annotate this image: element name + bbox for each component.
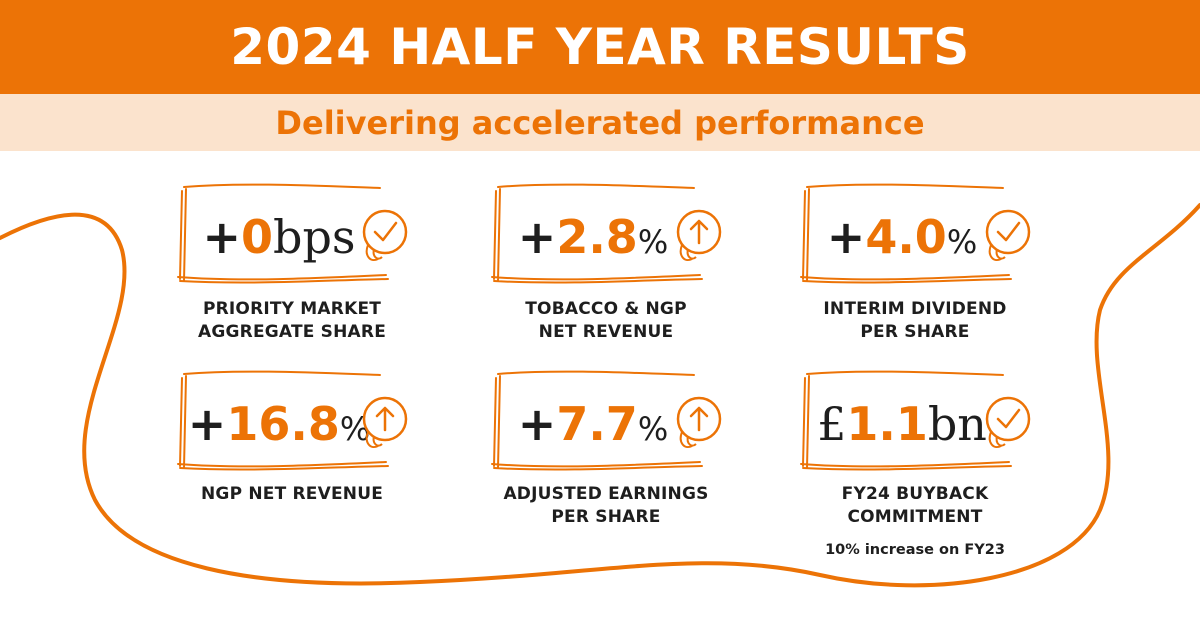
arrow-up-icon (676, 209, 722, 261)
sketch-frame (177, 370, 389, 471)
metric-label: FY24 BUYBACK COMMITMENT (841, 484, 989, 527)
metric-label: ADJUSTED EARNINGS PER SHARE (503, 484, 709, 527)
header-banner: 2024 HALF YEAR RESULTS (0, 0, 1200, 94)
metric-value: + 0 bps (202, 210, 356, 264)
check-icon (985, 396, 1031, 448)
metric-label: TOBACCO & NGP NET REVENUE (525, 299, 687, 342)
metric-card-adjusted-eps: + 7.7 % ADJUSTED EARNINGS PER SHARE (486, 370, 726, 550)
metric-note: 10% increase on FY23 (825, 542, 1005, 558)
page-subtitle: Delivering accelerated performance (275, 103, 925, 142)
metric-value: + 2.8 % (517, 210, 669, 264)
subheader-banner: Delivering accelerated performance (0, 94, 1200, 151)
metric-card-tobacco-ngp-revenue: + 2.8 % TOBACCO & NGP NET REVENUE (486, 183, 726, 363)
metric-card-buyback: £ 1.1 bn FY24 BUYBACK COMMITMENT 10% inc… (795, 370, 1035, 558)
metric-label: PRIORITY MARKET AGGREGATE SHARE (197, 299, 387, 342)
metric-label: NGP NET REVENUE (200, 484, 384, 504)
sketch-frame (177, 183, 389, 284)
sketch-frame (491, 370, 703, 471)
metric-value: £ 1.1 bn (817, 397, 987, 451)
check-icon (362, 209, 408, 261)
metric-card-priority-market-share: + 0 bps PRIORITY MARKET AGGREGATE SHARE (172, 183, 412, 363)
metric-value: + 16.8 % (187, 397, 371, 451)
arrow-up-icon (362, 396, 408, 448)
metric-value: + 7.7 % (517, 397, 669, 451)
check-icon (985, 209, 1031, 261)
metric-label: INTERIM DIVIDEND PER SHARE (823, 299, 1007, 342)
metric-card-interim-dividend: + 4.0 % INTERIM DIVIDEND PER SHARE (795, 183, 1035, 363)
metric-value: + 4.0 % (826, 210, 978, 264)
page-title: 2024 HALF YEAR RESULTS (230, 18, 970, 76)
metric-card-ngp-net-revenue: + 16.8 % NGP NET REVENUE (172, 370, 412, 550)
sketch-frame (800, 183, 1012, 284)
sketch-frame (800, 370, 1012, 471)
sketch-frame (491, 183, 703, 284)
arrow-up-icon (676, 396, 722, 448)
